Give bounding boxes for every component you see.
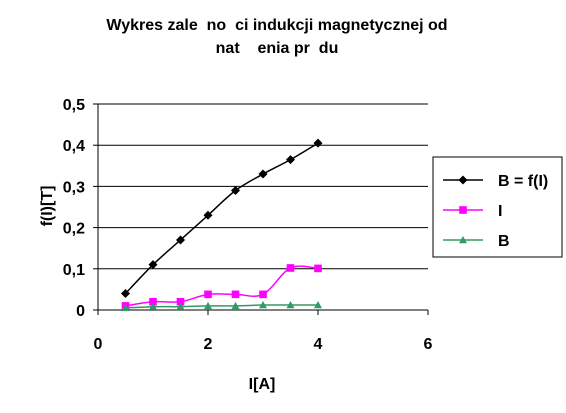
legend-marker-1 [459, 206, 467, 214]
legend-entry-2: B [443, 233, 510, 250]
data-point-0-5 [258, 169, 268, 179]
data-point-1-5 [259, 290, 267, 299]
data-point-2-4 [231, 301, 240, 310]
legend-label-1: I [498, 203, 502, 220]
data-point-2-2 [176, 302, 185, 310]
series-line-2 [125, 304, 318, 309]
y-tick-label-5: 0,5 [63, 97, 85, 114]
data-point-2-1 [149, 302, 157, 310]
data-point-0-2 [175, 235, 186, 245]
data-point-0-7 [313, 138, 323, 148]
chart-title-line-2: nat enia pr du [216, 40, 339, 57]
y-tick-label-0: 0 [76, 303, 85, 320]
data-point-0-0 [120, 289, 131, 299]
series-1 [121, 264, 322, 310]
x-axis-label: I[A] [249, 376, 276, 393]
legend-label-2: B [498, 233, 510, 250]
legend-label-0: B = f(I) [498, 173, 548, 190]
data-point-1-3 [204, 290, 212, 299]
tick-labels: 0 0,1 0,2 0,3 0,4 0,5 0 2 4 6 [63, 97, 433, 353]
data-point-1-4 [231, 290, 240, 299]
data-point-1-1 [149, 297, 157, 306]
plot-area [120, 138, 323, 312]
axes [93, 103, 429, 315]
data-point-2-5 [259, 301, 267, 309]
gridlines [98, 103, 428, 270]
x-tick-label-3: 6 [424, 336, 433, 353]
data-point-0-6 [285, 155, 296, 165]
y-axis-label: f(I)[T] [39, 186, 56, 227]
y-tick-label-2: 0,2 [63, 221, 85, 238]
data-point-0-1 [148, 260, 158, 270]
data-point-1-2 [176, 297, 185, 306]
y-tick-label-1: 0,1 [63, 262, 85, 279]
series-2 [121, 301, 322, 312]
legend-entry-1: I [443, 203, 502, 220]
data-point-0-3 [203, 210, 213, 220]
chart-title-line-1: Wykres zale no ci indukcji magnetycznej … [106, 17, 447, 34]
series-0 [120, 138, 323, 299]
legend: B = f(I) IB [432, 156, 563, 258]
y-tick-label-4: 0,4 [63, 138, 85, 155]
data-point-2-7 [314, 301, 322, 309]
legend-entries: B = f(I) IB [443, 173, 548, 250]
data-point-0-4 [230, 186, 241, 196]
data-point-1-7 [314, 264, 322, 273]
legend-marker-0 [458, 175, 468, 185]
y-tick-label-3: 0,3 [63, 179, 85, 196]
x-tick-label-1: 2 [204, 336, 213, 353]
legend-entry-0: B = f(I) [443, 173, 548, 190]
x-tick-label-2: 4 [314, 336, 323, 353]
data-point-2-6 [286, 301, 295, 309]
data-point-1-6 [286, 264, 295, 272]
legend-marker-2 [459, 236, 467, 244]
data-point-2-0 [121, 303, 130, 312]
x-tick-label-0: 0 [94, 336, 103, 353]
data-point-2-3 [204, 301, 212, 310]
